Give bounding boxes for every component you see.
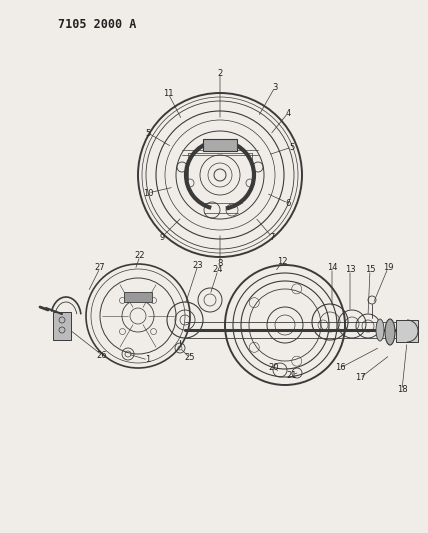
Text: 15: 15 (365, 265, 375, 274)
Text: 9: 9 (159, 232, 165, 241)
Text: 20: 20 (269, 364, 279, 373)
Text: 23: 23 (193, 261, 203, 270)
Text: 13: 13 (345, 265, 355, 274)
Text: 22: 22 (135, 252, 145, 261)
Text: 11: 11 (163, 88, 173, 98)
Text: 5: 5 (146, 128, 151, 138)
Bar (124, 292, 152, 302)
Text: 3: 3 (272, 83, 278, 92)
Ellipse shape (376, 319, 384, 341)
Text: 27: 27 (95, 263, 105, 272)
Bar (203, 139, 237, 151)
Text: 5: 5 (289, 142, 294, 151)
Text: 4: 4 (285, 109, 291, 117)
Text: 19: 19 (383, 263, 393, 272)
Text: 7105 2000 A: 7105 2000 A (58, 18, 137, 31)
Text: 25: 25 (185, 353, 195, 362)
Text: 18: 18 (397, 385, 407, 394)
Text: 12: 12 (277, 257, 287, 266)
Bar (396, 320, 418, 342)
Text: 14: 14 (327, 263, 337, 272)
Text: 6: 6 (285, 198, 291, 207)
Text: 7: 7 (269, 232, 275, 241)
Text: 17: 17 (355, 374, 366, 383)
Text: 16: 16 (335, 364, 345, 373)
Text: 2: 2 (217, 69, 223, 77)
Text: 10: 10 (143, 189, 153, 198)
Text: 21: 21 (287, 370, 297, 379)
Text: 1: 1 (146, 356, 151, 365)
Ellipse shape (385, 319, 395, 345)
Text: 26: 26 (97, 351, 107, 359)
Text: 24: 24 (213, 265, 223, 274)
Bar (53, 312, 71, 340)
Text: 8: 8 (217, 259, 223, 268)
